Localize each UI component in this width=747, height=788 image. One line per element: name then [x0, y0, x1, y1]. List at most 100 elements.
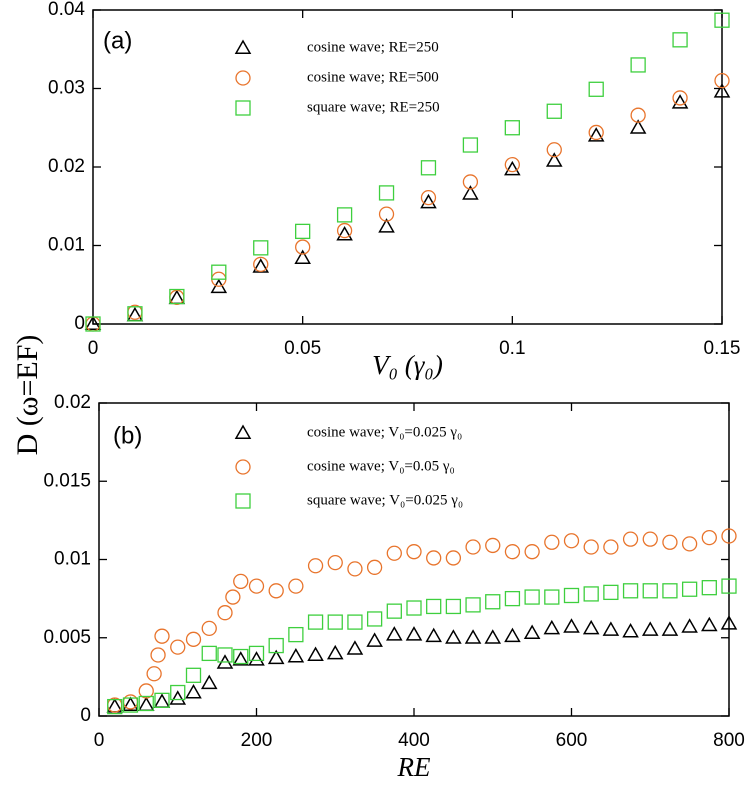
marker-square [107, 698, 123, 715]
y-tick-label: 0.015 [43, 470, 91, 491]
marker-square [253, 240, 269, 256]
marker-circle [146, 666, 162, 682]
marker-square [662, 583, 678, 599]
marker-circle [170, 639, 186, 655]
marker-circle [546, 142, 562, 158]
marker-circle [366, 559, 383, 575]
marker-circle [662, 534, 678, 550]
marker-triangle [545, 152, 563, 167]
marker-circle [268, 583, 284, 599]
marker-triangle [169, 690, 187, 705]
marker-square [445, 598, 462, 615]
x-tick-label: 0.15 [704, 338, 741, 359]
marker-square [546, 103, 562, 119]
marker-triangle [523, 624, 541, 640]
marker-square [295, 223, 311, 240]
y-tick-label: 0.03 [48, 78, 85, 99]
marker-square [630, 57, 646, 73]
marker-square [347, 614, 363, 630]
marker-square [603, 584, 619, 601]
marker-circle [378, 206, 395, 222]
marker-square [462, 137, 479, 153]
marker-triangle [366, 632, 383, 647]
marker-triangle [587, 127, 605, 142]
marker-triangle [671, 94, 689, 109]
marker-circle [150, 647, 166, 663]
marker-triangle [504, 627, 521, 643]
marker-circle [603, 539, 619, 555]
marker-square [169, 288, 185, 305]
legend-marker [235, 70, 251, 86]
x-tick-label: 200 [241, 730, 273, 751]
marker-triangle [185, 684, 202, 699]
marker-square [681, 581, 698, 597]
marker-circle [721, 528, 737, 544]
marker-square [642, 583, 658, 599]
marker-square [714, 12, 730, 28]
marker-square [268, 637, 284, 654]
marker-square [721, 578, 737, 594]
y-tick-label: 0.04 [48, 0, 85, 20]
marker-square [406, 600, 422, 616]
marker-triangle [462, 185, 479, 200]
marker-circle [524, 544, 540, 560]
marker-square [485, 594, 501, 610]
y-tick-label: 0 [74, 313, 85, 334]
marker-triangle [464, 629, 482, 644]
legend-marker [234, 424, 252, 439]
y-axis-label: D (ω=EF) [11, 335, 44, 456]
marker-square [307, 614, 324, 630]
marker-circle [406, 544, 422, 560]
marker-circle [217, 605, 233, 621]
marker-circle [288, 578, 304, 594]
marker-square [504, 120, 520, 136]
marker-circle [201, 620, 217, 637]
marker-circle [253, 256, 269, 272]
marker-triangle [326, 644, 344, 660]
marker-square [217, 647, 233, 663]
marker-square [336, 207, 353, 223]
marker-circle [681, 536, 698, 552]
marker-circle [583, 539, 599, 555]
marker-square [465, 597, 481, 613]
marker-circle [630, 107, 646, 123]
marker-square [85, 316, 101, 332]
marker-circle [465, 539, 481, 555]
marker-square [366, 611, 383, 627]
marker-triangle [420, 193, 437, 209]
marker-square [524, 589, 540, 605]
marker-square [563, 587, 580, 604]
marker-circle [233, 573, 249, 590]
marker-square [170, 684, 186, 701]
marker-square [327, 614, 343, 630]
x-tick-label: 400 [398, 730, 430, 751]
marker-triangle [543, 619, 561, 635]
y-tick-label: 0.01 [54, 549, 91, 570]
marker-triangle [336, 225, 353, 241]
marker-circle [336, 222, 353, 239]
marker-triangle [405, 626, 423, 641]
marker-square [504, 590, 521, 607]
x-tick-label: 0 [94, 730, 105, 751]
marker-triangle [641, 621, 659, 636]
marker-square [426, 598, 442, 615]
marker-circle [185, 631, 202, 647]
x-tick-label: 0.1 [499, 338, 525, 359]
marker-triangle [294, 249, 311, 265]
x-axis-label: V₀ (γ₀) [372, 350, 443, 380]
marker-triangle [232, 651, 250, 666]
marker-square [233, 648, 249, 665]
plot-frame [92, 9, 723, 325]
marker-triangle [346, 640, 364, 655]
marker-square [420, 160, 437, 176]
legend-marker [234, 39, 252, 54]
marker-circle [420, 189, 437, 206]
marker-circle [504, 156, 520, 173]
legend-label: square wave; V₀=0.025 γ₀ [307, 492, 463, 508]
marker-square [185, 667, 202, 683]
marker-circle [445, 550, 462, 566]
x-tick-label: 600 [556, 730, 588, 751]
marker-triangle [386, 626, 403, 641]
marker-square [386, 603, 402, 619]
